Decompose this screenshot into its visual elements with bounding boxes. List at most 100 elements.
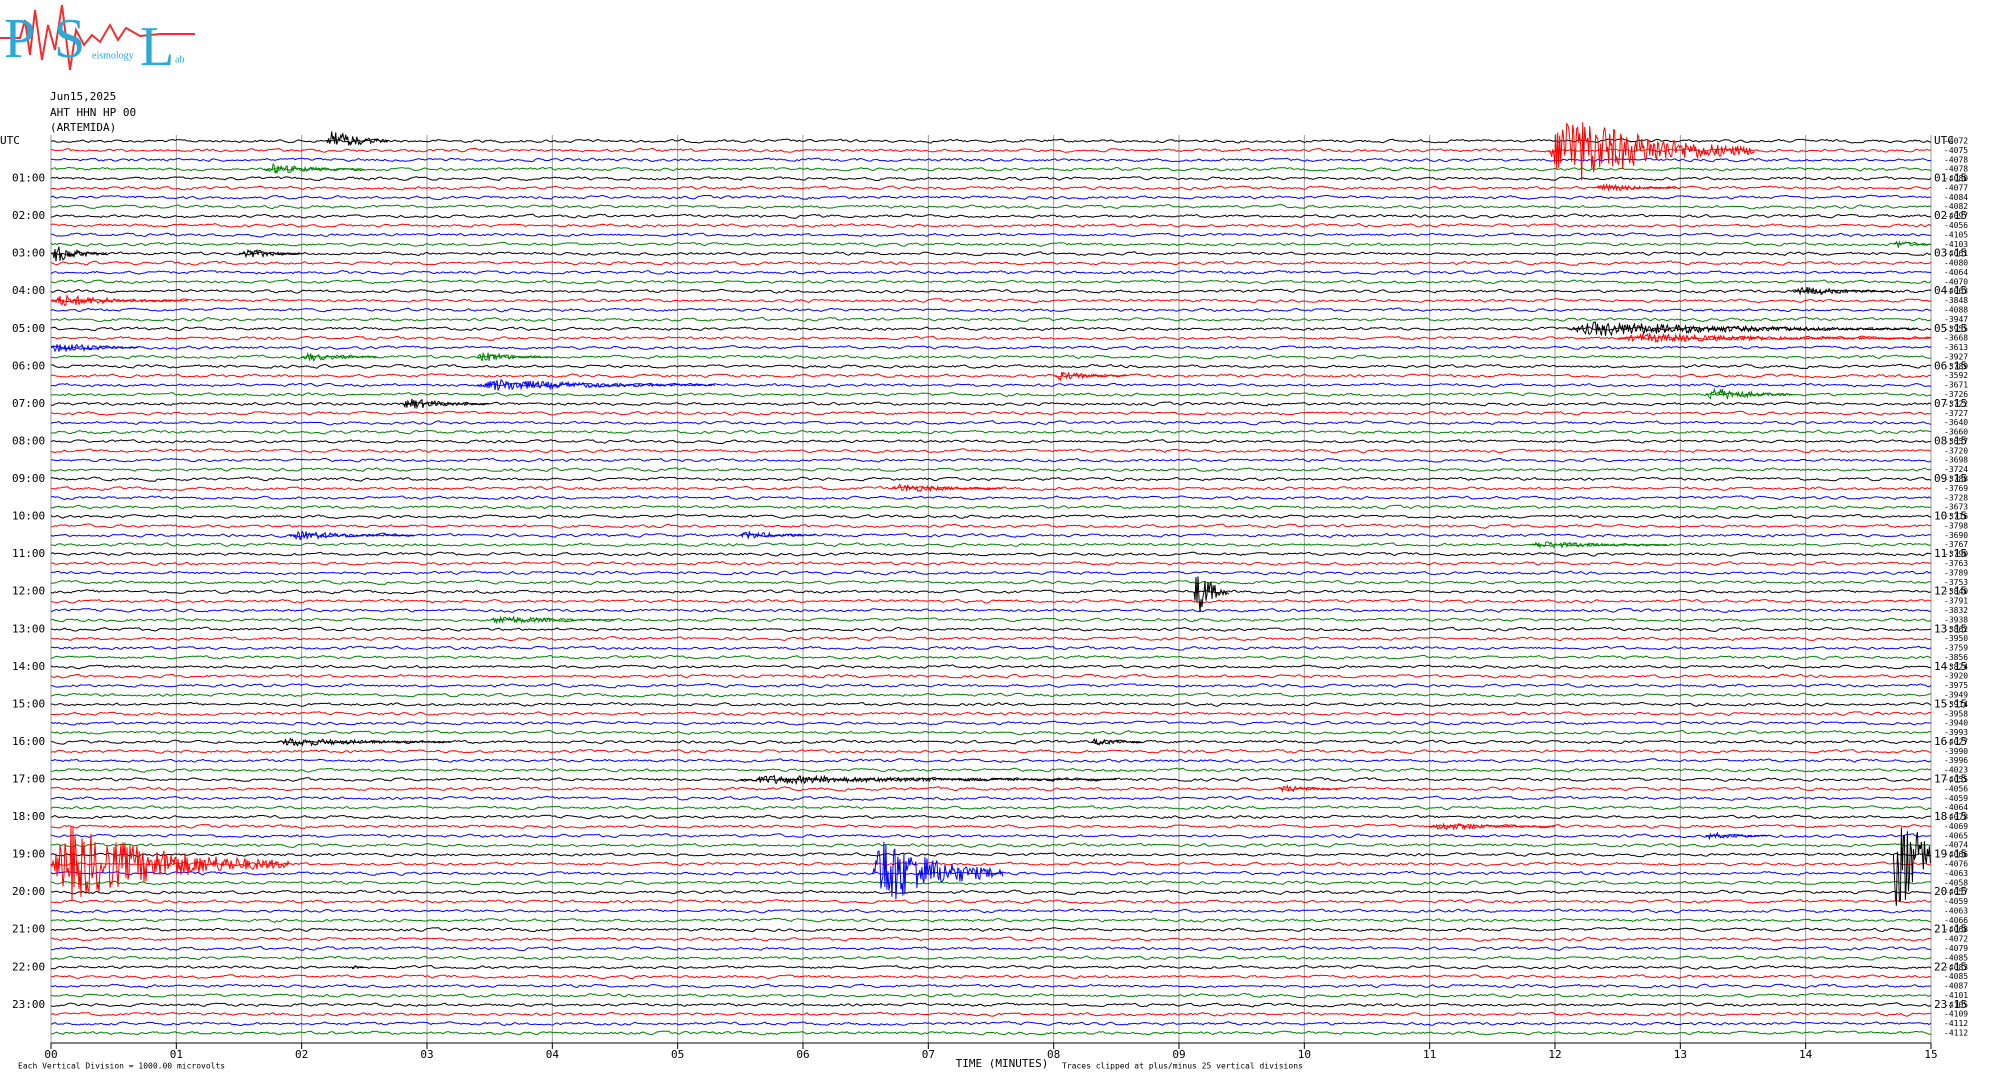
right-hour-label: 01:15	[1934, 172, 1967, 185]
trace-offset: -4097	[1944, 212, 1968, 221]
left-hour-label: 16:00	[12, 735, 45, 748]
trace-offset: -4079	[1944, 944, 1968, 953]
trace	[50, 279, 1932, 285]
x-tick-label: 03	[420, 1048, 433, 1061]
seismic-event	[1429, 822, 1555, 831]
trace-offset: -4082	[1944, 202, 1968, 211]
right-hour-label: 07:15	[1934, 397, 1967, 410]
trace-offset: -4075	[1944, 146, 1968, 155]
trace	[50, 579, 1932, 586]
left-hour-label: 10:00	[12, 510, 45, 523]
trace	[50, 974, 1932, 980]
trace	[50, 889, 1932, 895]
seismic-event	[1592, 183, 1680, 192]
trace	[50, 335, 1932, 341]
trace	[50, 654, 1932, 660]
trace	[50, 955, 1932, 961]
left-hour-label: 23:00	[12, 998, 45, 1011]
right-hour-label: 22:15	[1934, 960, 1967, 973]
trace	[50, 645, 1932, 651]
trace-offset: -4085	[1944, 972, 1968, 981]
trace-offset: -3728	[1944, 493, 1968, 502]
trace-offset: -4056	[1944, 784, 1968, 793]
seismic-event	[1617, 332, 1931, 344]
right-hour-label: 05:15	[1934, 322, 1967, 335]
trace	[50, 570, 1932, 576]
trace-offset: -3958	[1944, 709, 1968, 718]
right-hour-label: 16:15	[1934, 735, 1967, 748]
trace	[50, 729, 1932, 736]
trace-offset: -3947	[1944, 315, 1968, 324]
trace	[50, 1002, 1932, 1008]
right-hour-label: 23:15	[1934, 998, 1967, 1011]
trace	[50, 626, 1932, 633]
trace	[50, 964, 1932, 970]
left-hour-label: 12:00	[12, 585, 45, 598]
trace-offset: -4064	[1944, 803, 1968, 812]
left-hour-label: 11:00	[12, 547, 45, 560]
trace-offset: -3767	[1944, 540, 1968, 549]
trace-offset: -4077	[1944, 183, 1968, 192]
left-hour-label: 13:00	[12, 622, 45, 635]
seismic-event	[1193, 576, 1230, 613]
logo-letter: P	[4, 8, 35, 70]
right-hour-label: 06:15	[1934, 359, 1967, 372]
left-hour-label: 18:00	[12, 810, 45, 823]
trace-offset: -3613	[1944, 343, 1968, 352]
trace-offset: -3592	[1944, 371, 1968, 380]
trace-offset: -4061	[1944, 249, 1968, 258]
left-hour-label: 15:00	[12, 697, 45, 710]
trace-offset: -4063	[1944, 906, 1968, 915]
seismic-event	[890, 483, 1003, 493]
logo-letter: L	[140, 16, 174, 78]
right-hour-label: 14:15	[1934, 660, 1967, 673]
header-line: (ARTEMIDA)	[50, 121, 116, 134]
trace-offset: -4027	[1944, 737, 1968, 746]
trace	[50, 410, 1932, 416]
seismic-event	[476, 351, 553, 362]
trace-offset: -4083	[1944, 963, 1968, 972]
left-hour-label: 17:00	[12, 772, 45, 785]
left-hour-label: 19:00	[12, 848, 45, 861]
trace-offset: -4103	[1944, 240, 1968, 249]
trace	[50, 833, 1932, 839]
trace-offset: -4059	[1944, 794, 1968, 803]
seismic-event	[489, 615, 615, 625]
trace-offset: -3790	[1944, 550, 1968, 559]
trace-offset: -4065	[1944, 831, 1968, 840]
trace-offset: -3920	[1944, 672, 1968, 681]
seismic-event	[1548, 122, 1755, 181]
trace	[50, 786, 1932, 792]
trace-offset: -4070	[1944, 277, 1968, 286]
trace-offset: -4056	[1944, 221, 1968, 230]
trace-offset: -4063	[1944, 287, 1968, 296]
right-hour-label: 10:15	[1934, 510, 1967, 523]
seismic-event	[1091, 737, 1142, 746]
left-hour-label: 06:00	[12, 359, 45, 372]
seismic-event	[1705, 831, 1768, 841]
trace-offset: -3791	[1944, 597, 1968, 606]
clip-note: Traces clipped at plus/minus 25 vertical…	[1062, 1062, 1303, 1071]
seismic-event	[50, 246, 107, 262]
seismic-event	[1705, 387, 1793, 400]
trace	[50, 917, 1932, 923]
trace	[50, 607, 1931, 613]
seismic-event	[1792, 286, 1894, 296]
trace-offset: -3753	[1944, 578, 1968, 587]
header-line: AHT HHN HP 00	[50, 106, 136, 119]
trace	[50, 617, 1932, 623]
trace	[50, 260, 1932, 266]
trace-offset: -4078	[1944, 165, 1968, 174]
trace	[50, 345, 1932, 351]
trace	[50, 523, 1932, 529]
trace-offset: -4087	[1944, 982, 1968, 991]
trace	[50, 251, 1932, 257]
trace-offset: -3722	[1944, 399, 1968, 408]
trace-offset: -3824	[1944, 662, 1968, 671]
trace	[50, 241, 1932, 247]
seismic-event	[1279, 784, 1342, 794]
trace	[50, 720, 1932, 726]
trace	[50, 504, 1932, 510]
trace	[50, 748, 1932, 754]
